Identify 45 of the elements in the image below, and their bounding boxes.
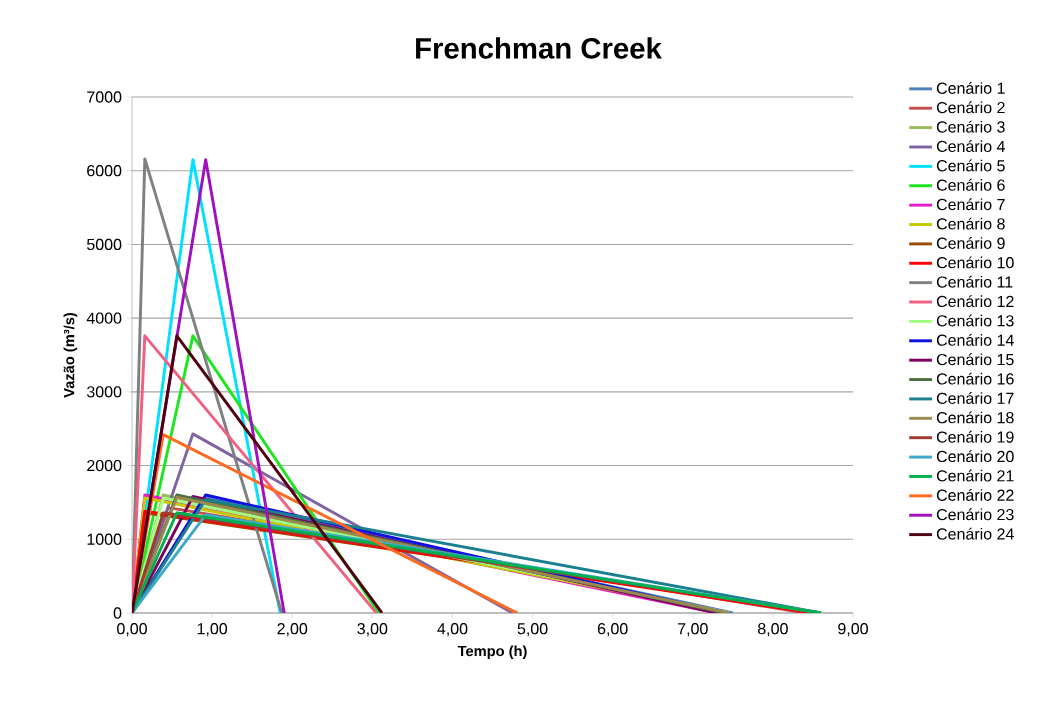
y-tick-label: 7000 [87,91,122,103]
legend-label: Cenário 4 [936,140,1005,153]
y-tick-label: 3000 [86,386,122,398]
legend-label: Cenário 21 [936,469,1014,482]
legend-label: Cenário 23 [936,508,1014,521]
legend-label: Cenário 19 [936,430,1014,443]
legend-label: Cenário 6 [936,178,1005,191]
x-axis-title: Tempo (h) [457,645,527,660]
y-axis-title: Vazão (m³/s) [63,312,78,398]
y-tick-label: 4000 [86,312,122,324]
legend-label: Cenário 1 [936,81,1005,94]
legend-label: Cenário 16 [936,372,1014,385]
y-tick-label: 1000 [87,533,122,545]
legend-label: Cenário 20 [936,450,1014,463]
legend-label: Cenário 9 [936,237,1005,249]
legend-label: Cenário 2 [936,101,1005,114]
x-tick-label: 0,00 [117,623,147,637]
x-tick-label: 5,00 [517,623,548,637]
x-tick-label: 3,00 [357,623,388,637]
y-tick-label: 5000 [87,238,122,251]
legend-label: Cenário 8 [936,217,1005,230]
legend-label: Cenário 11 [936,275,1013,288]
x-tick-label: 1,00 [197,623,228,637]
legend-label: Cenário 10 [936,256,1014,269]
y-tick-label: 6000 [87,165,122,177]
x-tick-label: 8,00 [758,623,788,637]
legend-label: Cenário 12 [936,295,1014,308]
legend-label: Cenário 24 [936,527,1014,540]
legend-label: Cenário 7 [936,198,1005,211]
y-tick-label: 2000 [87,459,122,472]
y-tick-label: 0 [113,607,122,619]
legend-label: Cenário 5 [936,159,1005,172]
x-tick-label: 4,00 [437,623,468,637]
chart-title: Frenchman Creek [416,37,662,59]
legend-label: Cenário 13 [936,314,1014,327]
x-tick-label: 6,00 [597,623,628,637]
legend-label: Cenário 22 [936,488,1014,501]
legend-label: Cenário 18 [936,411,1014,424]
legend-label: Cenário 15 [936,353,1014,366]
legend-label: Cenário 14 [936,333,1014,346]
x-tick-label: 7,00 [678,623,708,637]
legend-label: Cenário 3 [936,120,1005,133]
legend-label: Cenário 17 [936,392,1014,404]
x-tick-label: 9,00 [838,623,868,637]
x-tick-label: 2,00 [277,623,308,637]
